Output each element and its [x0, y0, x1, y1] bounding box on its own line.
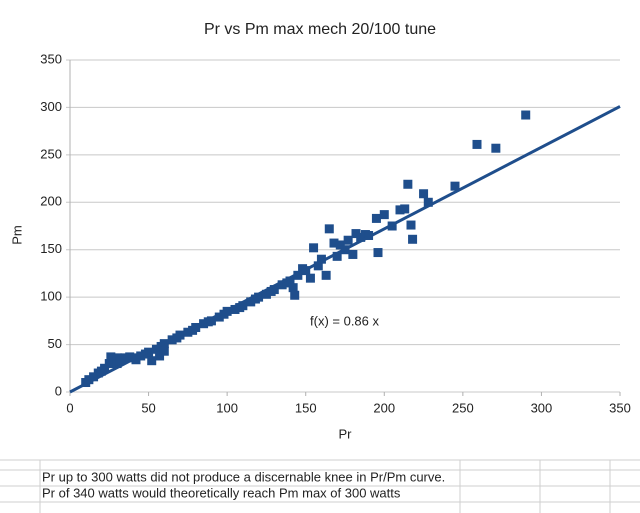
- point: [371, 213, 381, 223]
- sheet-grid: [0, 459, 640, 513]
- point: [309, 243, 319, 253]
- note: Pr up to 300 watts did not produce a dis…: [42, 469, 445, 484]
- point: [115, 356, 125, 366]
- y-tick-label: 0: [55, 383, 62, 398]
- point: [356, 232, 366, 242]
- point: [104, 359, 114, 369]
- point: [379, 210, 389, 220]
- point: [419, 189, 429, 199]
- point: [348, 249, 358, 259]
- x-tick-label: 300: [531, 400, 553, 415]
- point: [408, 234, 418, 244]
- point: [100, 363, 110, 373]
- point: [214, 312, 224, 322]
- point: [89, 372, 99, 382]
- point: [335, 240, 345, 250]
- y-tick-label: 350: [40, 51, 62, 66]
- y-tick-label: 150: [40, 241, 62, 256]
- point: [403, 179, 413, 189]
- point: [254, 292, 264, 302]
- x-tick-label: 150: [295, 400, 317, 415]
- point: [316, 254, 326, 264]
- point: [406, 220, 416, 230]
- point: [269, 285, 279, 295]
- trendline-label: f(x) = 0.86 x: [310, 313, 379, 328]
- x-tick-label: 200: [373, 400, 395, 415]
- point: [343, 235, 353, 245]
- point: [230, 304, 240, 314]
- point: [351, 229, 361, 239]
- y-tick-label: 300: [40, 99, 62, 114]
- point: [373, 248, 383, 258]
- point: [472, 139, 482, 149]
- trendline: [69, 105, 621, 394]
- point: [151, 344, 161, 354]
- y-tick-label: 100: [40, 289, 62, 304]
- point: [290, 290, 300, 300]
- y-tick-label: 200: [40, 194, 62, 209]
- x-tick-label: 50: [141, 400, 155, 415]
- point: [491, 143, 501, 153]
- x-tick-label: 350: [609, 400, 631, 415]
- point: [246, 297, 256, 307]
- point: [285, 276, 295, 286]
- point: [131, 355, 141, 365]
- point: [120, 353, 130, 363]
- chart-title: Pr vs Pm max mech 20/100 tune: [204, 21, 436, 38]
- point: [238, 301, 248, 311]
- x-tick-label: 0: [66, 400, 73, 415]
- y-axis-label: Pm: [9, 225, 24, 245]
- point: [206, 316, 216, 326]
- y-tick-label: 50: [48, 336, 62, 351]
- x-axis-label: Pr: [339, 426, 353, 441]
- point: [261, 289, 271, 299]
- point: [155, 351, 165, 361]
- point: [147, 356, 157, 366]
- point: [313, 261, 323, 271]
- point: [305, 273, 315, 283]
- point: [423, 197, 433, 207]
- point: [395, 205, 405, 215]
- point: [329, 238, 339, 248]
- point: [450, 181, 460, 191]
- point: [277, 280, 287, 290]
- point: [332, 251, 342, 261]
- point: [400, 204, 410, 214]
- point: [521, 110, 531, 120]
- y-tick-label: 250: [40, 146, 62, 161]
- note: Pr of 340 watts would theoretically reac…: [42, 485, 401, 500]
- x-tick-label: 100: [216, 400, 238, 415]
- x-tick-label: 250: [452, 400, 474, 415]
- point: [321, 270, 331, 280]
- point: [84, 375, 94, 385]
- point: [159, 346, 169, 356]
- point: [324, 224, 334, 234]
- point: [288, 283, 298, 293]
